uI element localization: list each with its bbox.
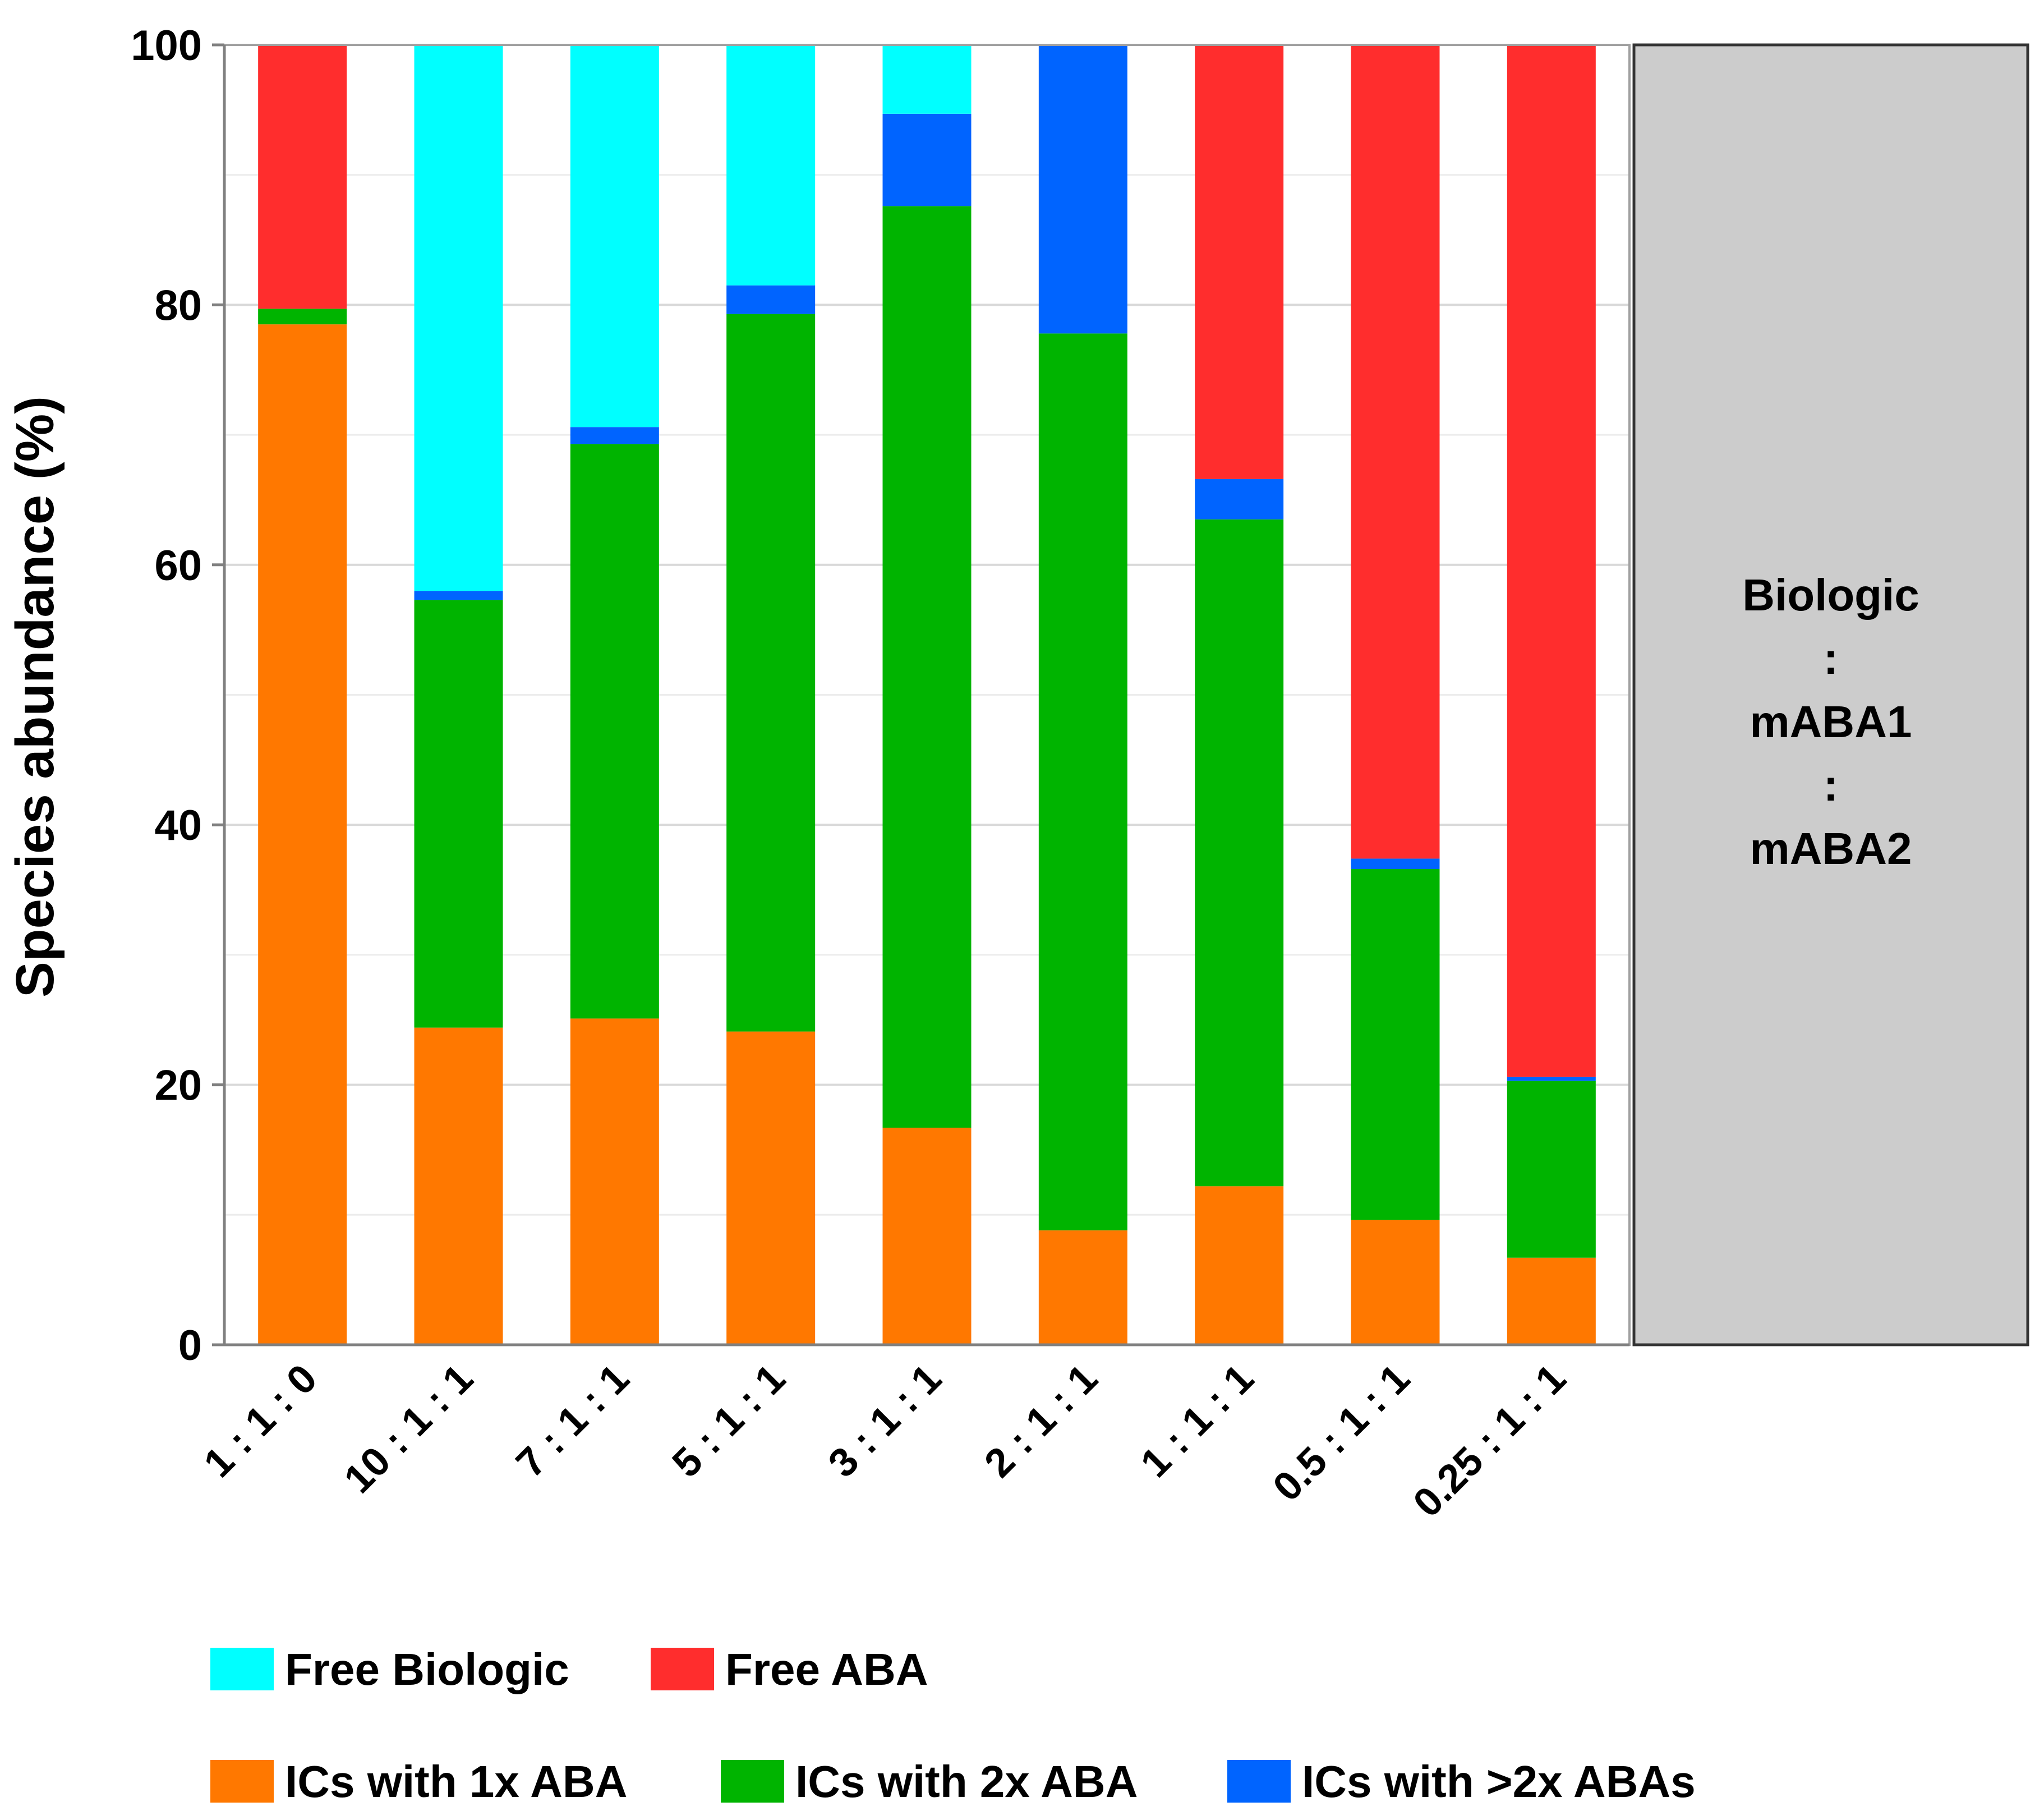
bar-segment: [570, 444, 659, 1019]
y-tick-label: 100: [131, 22, 202, 70]
bar-stack: [1195, 45, 1284, 1345]
bar-stack: [258, 45, 347, 1345]
bar-segment: [726, 45, 816, 286]
bar-segment: [1507, 1257, 1596, 1345]
bar-segment: [882, 45, 972, 114]
x-tick-label: 5 : 1 : 1: [664, 1356, 794, 1486]
legend-swatch: [651, 1648, 714, 1690]
ratio-key-text: :: [1824, 760, 1839, 810]
x-tick-label: 0.5 : 1 : 1: [1264, 1356, 1418, 1510]
legend-swatch: [210, 1760, 274, 1803]
bar-segment: [726, 285, 816, 314]
bar-segment: [1507, 1077, 1596, 1081]
bar-stack: [1038, 45, 1127, 1345]
bar-segment: [1195, 479, 1284, 520]
bar-segment: [570, 45, 659, 428]
x-tick-label: 7 : 1 : 1: [508, 1356, 638, 1486]
bar-segment: [258, 324, 347, 1345]
ratio-key-text: Biologic: [1742, 570, 1919, 620]
legend-label: Free ABA: [725, 1644, 928, 1694]
ratio-key-text: mABA2: [1750, 824, 1912, 874]
x-tick-label: 1 : 1 : 0: [195, 1356, 325, 1486]
x-tick-label: 10 : 1 : 1: [335, 1356, 481, 1502]
x-tick-label: 0.25 : 1 : 1: [1405, 1356, 1575, 1526]
y-tick-label: 20: [154, 1062, 202, 1110]
bar-segment: [882, 1128, 972, 1345]
bar-segment: [1507, 1081, 1596, 1258]
bar-segment: [570, 1018, 659, 1345]
bar-stack: [1351, 45, 1440, 1345]
bar-segment: [1195, 519, 1284, 1187]
bar-segment: [414, 45, 503, 591]
bar-segment: [414, 600, 503, 1028]
y-tick-label: 40: [154, 802, 202, 849]
bar-stack: [882, 45, 972, 1345]
legend-label: Free Biologic: [285, 1644, 569, 1694]
bar-segment: [570, 427, 659, 444]
bar-segment: [882, 206, 972, 1128]
bar-segment: [1351, 868, 1440, 1220]
bar-segment: [1507, 45, 1596, 1077]
bar-segment: [1351, 1220, 1440, 1345]
bar-stack: [726, 45, 816, 1345]
bar-segment: [726, 314, 816, 1032]
bar-segment: [1195, 45, 1284, 479]
bar-segment: [258, 309, 347, 325]
bar-segment: [1351, 45, 1440, 859]
x-tick-label: 1 : 1 : 1: [1132, 1356, 1262, 1486]
ratio-key-text: :: [1824, 633, 1839, 683]
legend-label: ICs with 1x ABA: [285, 1757, 627, 1807]
y-tick-label: 80: [154, 282, 202, 329]
bar-segment: [1038, 1230, 1127, 1345]
ratio-key-panel: Biologic: mABA1: mABA2: [1632, 43, 2029, 1346]
legend-item: ICs with >2x ABAs: [1227, 1757, 1696, 1807]
bar-segment: [414, 1027, 503, 1345]
bar-segment: [258, 45, 347, 309]
legend-item: Free ABA: [651, 1644, 928, 1694]
y-tick-label: 60: [154, 542, 202, 590]
bar-stack: [414, 45, 503, 1345]
bar-stack: [1507, 45, 1596, 1345]
legend-swatch: [721, 1760, 784, 1803]
x-tick-label: 2 : 1 : 1: [976, 1356, 1106, 1486]
legend: Free Biologic Free ABA ICs with 1x ABA ICs …: [210, 1644, 1696, 1807]
y-axis-label: Species abundance (%): [5, 396, 65, 998]
ratio-key-text: mABA1: [1750, 697, 1912, 747]
bar-segment: [726, 1031, 816, 1345]
legend-label: ICs with >2x ABAs: [1302, 1757, 1696, 1807]
bar-segment: [1038, 333, 1127, 1231]
legend-item: Free Biologic: [210, 1644, 569, 1694]
legend-item: ICs with 2x ABA: [721, 1757, 1138, 1807]
bar-segment: [1038, 45, 1127, 334]
y-tick-label: 0: [178, 1322, 202, 1369]
bar-segment: [882, 113, 972, 206]
legend-swatch: [1227, 1760, 1291, 1803]
ratio-key-box: [1632, 43, 2029, 1346]
bar-segment: [1351, 858, 1440, 869]
bar-segment: [1195, 1186, 1284, 1345]
legend-label: ICs with 2x ABA: [795, 1757, 1138, 1807]
legend-item: ICs with 1x ABA: [210, 1757, 627, 1807]
bar-segment: [414, 591, 503, 600]
legend-swatch: [210, 1648, 274, 1690]
bar-stack: [570, 45, 659, 1345]
bars: [258, 45, 1596, 1345]
x-tick-label: 3 : 1 : 1: [820, 1356, 950, 1486]
